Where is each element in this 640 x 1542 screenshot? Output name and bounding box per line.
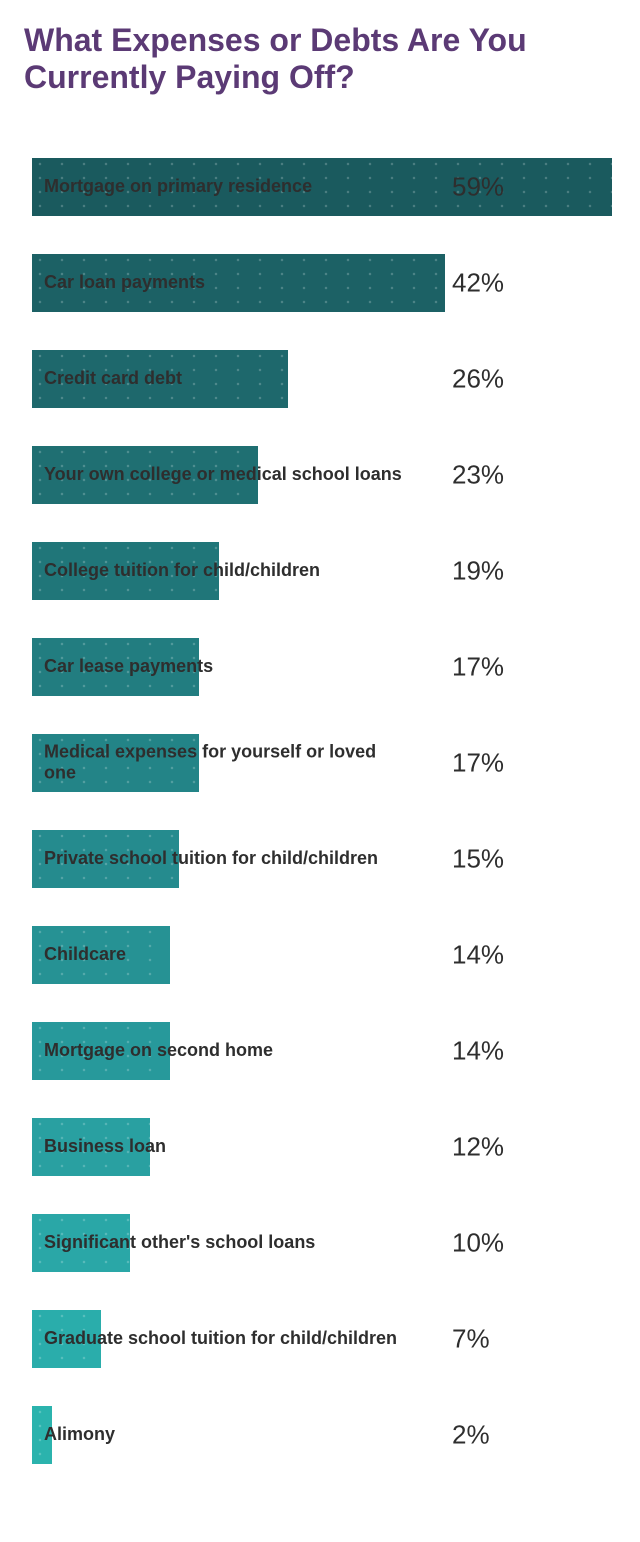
bar-row: Medical expenses for yourself or loved o… [32,734,616,792]
bar-row: Car loan payments 42% [32,254,616,312]
bar-row: Alimony 2% [32,1406,616,1464]
bar-value: 14% [452,1035,504,1066]
bar-label: Private school tuition for child/childre… [44,848,378,870]
bar-value: 23% [452,459,504,490]
bar-value: 7% [452,1323,490,1354]
bar-row: Childcare 14% [32,926,616,984]
bar-value: 19% [452,555,504,586]
bar-label: College tuition for child/children [44,560,320,582]
bar-label: Car lease payments [44,656,213,678]
bar-row: Private school tuition for child/childre… [32,830,616,888]
bar-row: Mortgage on primary residence 59% [32,158,616,216]
bar-value: 42% [452,267,504,298]
bar-label: Your own college or medical school loans [44,464,402,486]
bar-label: Business loan [44,1136,166,1158]
bar-label: Childcare [44,944,126,966]
bar-value: 14% [452,939,504,970]
bar-value: 17% [452,747,504,778]
bar-chart: Mortgage on primary residence 59% Car loan… [24,158,616,1464]
bar-value: 17% [452,651,504,682]
bar-value: 10% [452,1227,504,1258]
bar-label: Alimony [44,1424,115,1446]
bar-label: Medical expenses for yourself or loved o… [44,741,404,784]
bar-row: Your own college or medical school loans… [32,446,616,504]
bar-label: Significant other's school loans [44,1232,315,1254]
bar-value: 15% [452,843,504,874]
bar-row: College tuition for child/children 19% [32,542,616,600]
bar-row: Business loan 12% [32,1118,616,1176]
bar-value: 59% [452,171,504,202]
bar-value: 12% [452,1131,504,1162]
bar-label: Car loan payments [44,272,205,294]
bar-value: 26% [452,363,504,394]
bar-label: Credit card debt [44,368,182,390]
bar-row: Graduate school tuition for child/childr… [32,1310,616,1368]
bar-label: Mortgage on primary residence [44,176,312,198]
bar-row: Car lease payments 17% [32,638,616,696]
bar-value: 2% [452,1419,490,1450]
bar-label: Graduate school tuition for child/childr… [44,1328,397,1350]
bar-row: Credit card debt 26% [32,350,616,408]
chart-title: What Expenses or Debts Are You Currently… [24,22,616,96]
bar-label: Mortgage on second home [44,1040,273,1062]
bar-row: Significant other's school loans 10% [32,1214,616,1272]
bar-row: Mortgage on second home 14% [32,1022,616,1080]
